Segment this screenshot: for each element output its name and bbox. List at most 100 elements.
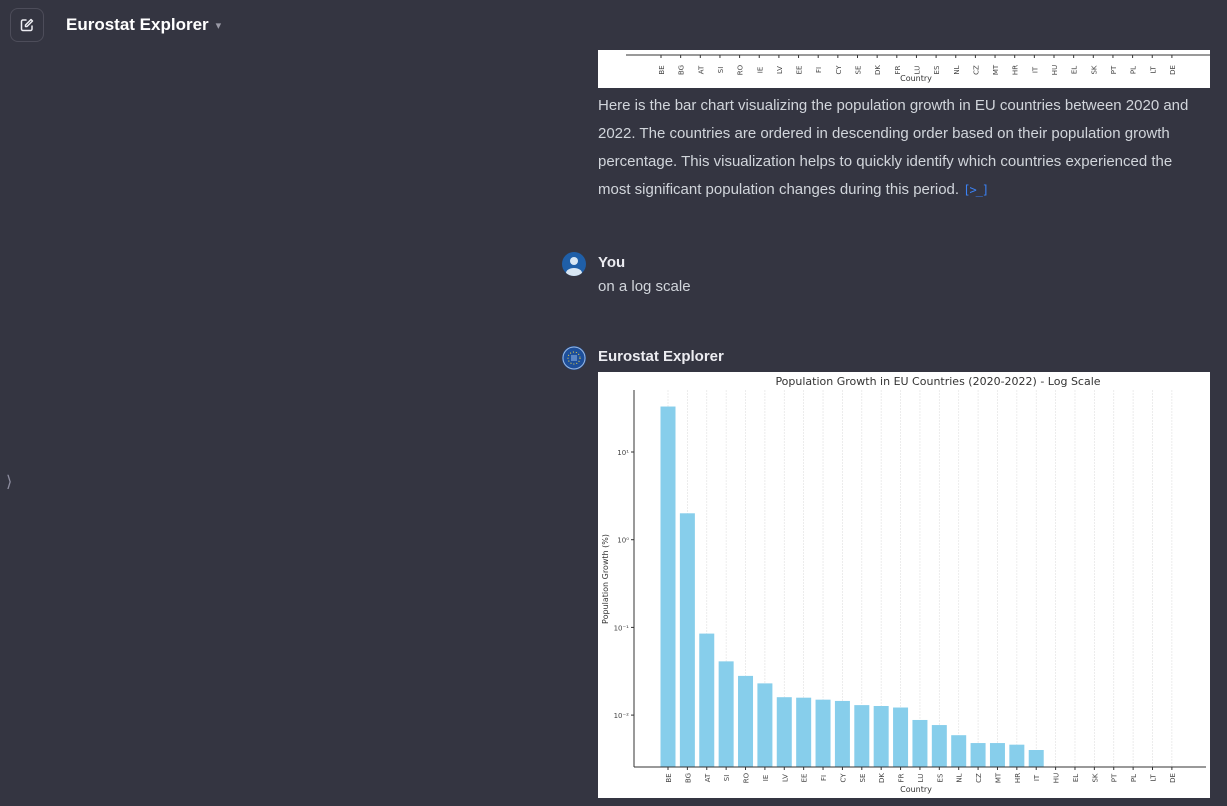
x-tick-label: RO [737,64,745,75]
app-title: Eurostat Explorer [66,15,209,34]
x-tick-label: ES [933,65,941,74]
chevron-down-icon: ▾ [215,19,222,32]
x-tick-label: CY [835,65,843,75]
x-tick-label: BE [665,773,673,782]
x-tick-label: BG [684,773,692,783]
x-tick-label: DE [1169,65,1177,75]
x-tick-label: SE [855,66,863,75]
assistant-author-name: Eurostat Explorer [598,348,724,365]
previous-bar-chart: BE BG AT SI RO IE LV EE FI CY SE DK FR LU ES NL CZ MT HR IT… [626,54,1210,83]
x-tick-label: IE [762,775,770,782]
bar-IT [1028,749,1044,767]
x-tick-label: MT [992,64,1000,75]
previous-chart-image: BE BG AT SI RO IE LV EE FI CY SE DK FR LU ES NL CZ MT HR IT… [598,50,1210,88]
x-tick-label: SI [717,67,725,74]
user-message-text: on a log scale [598,278,691,295]
message-body: Here is the bar chart visualizing the po… [598,97,1189,198]
x-tick-label: PL [1130,774,1138,782]
x-tick-label: LU [913,66,921,75]
x-tick-label: LT [1150,774,1158,782]
x-tick-label: BG [678,65,686,75]
bar-CZ [970,743,986,767]
x-tick-label: LT [1149,66,1157,74]
bar-BE [660,406,676,767]
x-tick-label: CY [839,773,847,783]
x-tick-label: DK [878,773,886,783]
x-tick-label: SE [859,774,867,783]
x-tick-label: CZ [975,773,983,783]
view-analysis-code-icon[interactable]: [>_] [963,183,989,197]
y-tick-label: 10¹ [617,449,629,457]
x-axis-label: Country [900,74,932,83]
x-tick-label: LV [781,774,789,782]
x-tick-label: AT [704,773,712,782]
log-scale-chart-image[interactable]: Population Growth in EU Countries (2020-… [598,372,1210,798]
chart-title: Population Growth in EU Countries (2020-… [775,375,1100,388]
x-tick-label: EE [796,66,804,75]
x-tick-label: FR [898,773,906,782]
model-selector[interactable]: Eurostat Explorer ▾ [66,15,221,35]
x-tick-label: EL [1071,66,1079,74]
x-tick-label: FI [820,775,828,781]
sidebar-toggle-chevron-right-icon[interactable]: ⟩ [6,474,13,491]
bar-EE [796,697,812,767]
user-avatar [562,252,586,276]
y-axis-label: Population Growth (%) [601,534,610,624]
x-tick-label: BE [658,65,666,74]
pencil-square-icon [20,18,34,32]
x-tick-label: IT [1033,774,1041,781]
bar-IE [757,683,773,767]
x-tick-label: PT [1111,773,1119,782]
x-tick-label: HR [1014,773,1022,783]
y-tick-label: 10⁻² [614,712,630,720]
x-tick-label: EE [801,774,809,783]
x-tick-label: DE [1169,773,1177,783]
x-tick-label: HU [1053,773,1061,783]
x-tick-label: AT [697,65,705,74]
x-tick-label: FR [894,65,902,74]
new-chat-button[interactable] [10,8,44,42]
x-tick-label: HU [1051,65,1059,75]
y-tick-label: 10⁻¹ [614,624,630,632]
bar-NL [951,735,967,767]
x-tick-label: SI [723,775,731,782]
x-tick-label: EL [1072,774,1080,782]
user-author-name: You [598,254,626,271]
x-tick-label: LV [776,66,784,74]
x-tick-label: DK [874,65,882,75]
x-tick-label: PL [1130,66,1138,74]
bar-DK [873,705,889,767]
x-tick-label: NL [953,65,961,74]
bar-HR [1009,744,1025,767]
bar-FI [815,699,831,767]
bar-RO [738,675,754,767]
bar-MT [989,743,1005,767]
x-tick-label: NL [956,773,964,782]
bar-LU [912,719,928,767]
x-tick-label: MT [994,772,1002,783]
bar-AT [699,633,715,767]
bar-SI [718,661,734,767]
x-tick-label: HR [1012,65,1020,75]
bar-FR [893,707,909,767]
bar-CY [834,700,850,767]
x-tick-label: ES [936,773,944,782]
x-tick-label: FI [815,67,823,73]
x-tick-label: SK [1090,65,1098,74]
x-tick-label: SK [1091,773,1099,782]
y-tick-label: 10⁰ [617,537,629,545]
assistant-message-text: Here is the bar chart visualizing the po… [598,92,1198,204]
x-axis-label: Country [900,785,932,794]
bar-ES [931,725,947,767]
bar-LV [776,697,792,767]
x-tick-label: IT [1031,66,1039,73]
log-scale-bar-chart: Population Growth in EU Countries (2020-… [601,375,1206,794]
x-tick-label: RO [743,772,751,783]
x-tick-label: PT [1110,65,1118,74]
eurostat-avatar [562,346,586,370]
x-tick-label: LU [917,774,925,783]
x-tick-label: CZ [972,65,980,75]
x-tick-label: IE [756,67,764,74]
bar-BG [679,513,695,767]
bar-SE [854,705,870,767]
